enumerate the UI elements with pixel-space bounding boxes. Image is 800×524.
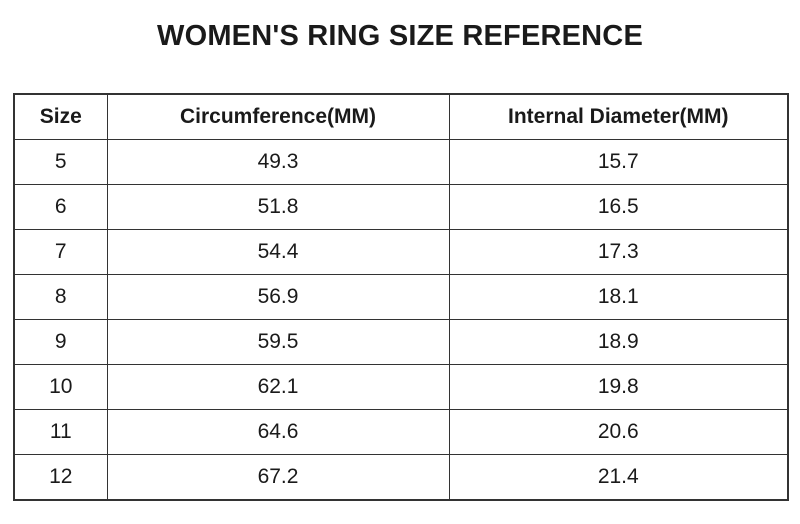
size-cell: 11 [13, 409, 108, 455]
size-cell: 12 [13, 454, 108, 501]
header-circumference: Circumference(MM) [106, 93, 450, 140]
size-cell: 9 [13, 319, 108, 365]
page-title: WOMEN'S RING SIZE REFERENCE [157, 20, 643, 52]
table-row: 12 67.2 21.4 [13, 454, 789, 501]
header-row: Size Circumference(MM) Internal Diameter… [13, 93, 789, 140]
internal-diameter-cell: 20.6 [448, 409, 789, 455]
table-row: 11 64.6 20.6 [13, 409, 789, 455]
size-cell: 8 [13, 274, 108, 320]
internal-diameter-cell: 16.5 [448, 184, 789, 230]
internal-diameter-cell: 18.9 [448, 319, 789, 365]
table-row: 9 59.5 18.9 [13, 319, 789, 365]
internal-diameter-cell: 15.7 [448, 139, 789, 185]
circumference-cell: 49.3 [106, 139, 450, 185]
ring-size-table: Size Circumference(MM) Internal Diameter… [13, 93, 789, 501]
table-row: 6 51.8 16.5 [13, 184, 789, 230]
circumference-cell: 64.6 [106, 409, 450, 455]
table-row: 7 54.4 17.3 [13, 229, 789, 275]
circumference-cell: 59.5 [106, 319, 450, 365]
size-cell: 10 [13, 364, 108, 410]
internal-diameter-cell: 21.4 [448, 454, 789, 501]
circumference-cell: 67.2 [106, 454, 450, 501]
internal-diameter-cell: 17.3 [448, 229, 789, 275]
size-cell: 7 [13, 229, 108, 275]
table-row: 5 49.3 15.7 [13, 139, 789, 185]
size-cell: 6 [13, 184, 108, 230]
size-cell: 5 [13, 139, 108, 185]
table-body: 5 49.3 15.7 6 51.8 16.5 7 54.4 17.3 8 56.9 18.1 9 59.… [13, 139, 789, 501]
internal-diameter-cell: 18.1 [448, 274, 789, 320]
header-size: Size [13, 93, 108, 140]
circumference-cell: 62.1 [106, 364, 450, 410]
internal-diameter-cell: 19.8 [448, 364, 789, 410]
table-row: 10 62.1 19.8 [13, 364, 789, 410]
circumference-cell: 54.4 [106, 229, 450, 275]
circumference-cell: 56.9 [106, 274, 450, 320]
header-internal-diameter: Internal Diameter(MM) [448, 93, 789, 140]
circumference-cell: 51.8 [106, 184, 450, 230]
table-row: 8 56.9 18.1 [13, 274, 789, 320]
